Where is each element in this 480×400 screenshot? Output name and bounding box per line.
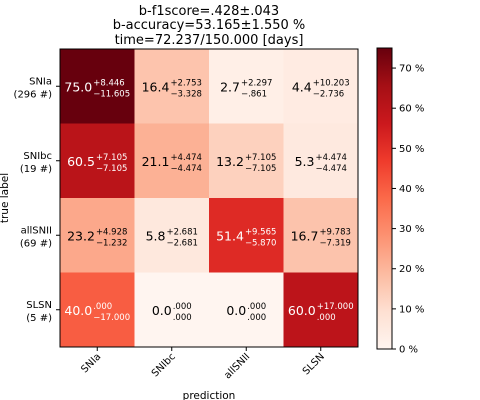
colorbar-tick-label: 60 %: [399, 104, 424, 115]
cell-plus-error: +2.753: [170, 78, 201, 88]
cell-minus-error: −7.319: [319, 238, 350, 248]
cell-value-label: 0.0: [152, 303, 172, 318]
cell-value-label: 5.8: [146, 228, 166, 243]
cell-value-label: 60.5: [67, 154, 95, 169]
cell-plus-error: +7.105: [245, 153, 276, 163]
title-line-accuracy: b-accuracy=53.165±1.550 %: [112, 18, 306, 33]
heatmap-cell: [283, 49, 358, 124]
heatmap-cell: [60, 123, 135, 198]
y-tick-label: SNIbc (19 #): [20, 151, 52, 175]
cell-plus-error: +7.105: [96, 153, 127, 163]
cell-value-label: 13.2: [216, 154, 244, 169]
y-tick-label: SNIa (296 #): [14, 76, 53, 100]
cell-plus-error: +2.297: [241, 78, 272, 88]
cell-minus-error: −2.736: [313, 89, 344, 99]
heatmap-cell: [209, 272, 284, 347]
colorbar-tick-label: 0 %: [399, 345, 418, 356]
heatmap-cell: [134, 198, 209, 273]
cell-plus-error: +4.474: [315, 153, 346, 163]
heatmap-cell: [134, 123, 209, 198]
cell-value-label: 5.3: [295, 154, 315, 169]
cell-minus-error: −7.105: [96, 164, 127, 174]
cell-value-label: 60.0: [288, 303, 316, 318]
heatmap-cell: [283, 198, 358, 273]
heatmap-cell: [209, 123, 284, 198]
cell-plus-error: +9.783: [319, 227, 350, 237]
cell-plus-error: +2.681: [166, 227, 197, 237]
cell-plus-error: +17.000: [317, 302, 354, 312]
cell-plus-error: +4.928: [96, 227, 127, 237]
heatmap-cell: [209, 49, 284, 124]
cell-minus-error: .000: [173, 313, 192, 323]
cell-value-label: 16.4: [142, 79, 170, 94]
heatmap-cell: [134, 272, 209, 347]
y-tick-label: allSNII (69 #): [20, 225, 52, 249]
cell-minus-error: −3.328: [170, 89, 201, 99]
heatmap-cell: [60, 272, 135, 347]
cell-value-label: 21.1: [142, 154, 170, 169]
cell-value-label: 0.0: [226, 303, 246, 318]
cell-minus-error: −11.605: [93, 89, 130, 99]
cell-minus-error: −4.474: [315, 164, 346, 174]
heatmap-cell: [283, 123, 358, 198]
heatmap-cell: [283, 272, 358, 347]
cell-plus-error: .000: [93, 302, 112, 312]
cell-plus-error: +9.565: [245, 227, 276, 237]
cell-minus-error: −1.232: [96, 238, 127, 248]
colorbar-tick-label: 40 %: [399, 184, 424, 195]
cell-minus-error: .000: [247, 313, 266, 323]
colorbar-tick-label: 30 %: [399, 224, 424, 235]
cell-minus-error: .000: [317, 313, 336, 323]
cell-plus-error: +8.446: [93, 78, 124, 88]
cell-plus-error: .000: [173, 302, 192, 312]
cell-value-label: 16.7: [291, 228, 319, 243]
x-tick-label: SNIa: [79, 351, 103, 375]
cell-minus-error: −2.681: [166, 238, 197, 248]
cell-minus-error: −5.870: [245, 238, 276, 248]
x-tick-label: allSNII: [222, 351, 252, 381]
cell-plus-error: +10.203: [313, 78, 350, 88]
x-axis-title: prediction: [183, 390, 236, 400]
cell-plus-error: +4.474: [170, 153, 201, 163]
x-tick-label: SLSN: [301, 351, 327, 377]
heatmap-cell: [60, 49, 135, 124]
cell-value-label: 51.4: [216, 228, 244, 243]
plot-frame: [59, 48, 359, 348]
title-line-f1score: b-f1score=.428±.043: [138, 4, 280, 19]
title-line-time: time=72.237/150.000 [days]: [114, 33, 304, 48]
cell-value-label: 75.0: [64, 79, 92, 94]
heatmap-cell: [134, 49, 209, 124]
colorbar-tick-label: 50 %: [399, 144, 424, 155]
cell-value-label: 23.2: [67, 228, 95, 243]
cell-minus-error: −7.105: [245, 164, 276, 174]
cell-value-label: 40.0: [64, 303, 92, 318]
heatmap-cell: [60, 198, 135, 273]
cell-minus-error: −.861: [241, 89, 267, 99]
cell-minus-error: −4.474: [170, 164, 201, 174]
y-tick-label: SLSN (5 #): [26, 300, 52, 324]
colorbar-tick-label: 10 %: [399, 304, 424, 315]
cell-plus-error: .000: [247, 302, 266, 312]
heatmap-cell: [209, 198, 284, 273]
cell-value-label: 4.4: [292, 79, 312, 94]
x-tick-label: SNIbc: [150, 351, 178, 379]
cell-minus-error: −17.000: [93, 313, 130, 323]
colorbar-tick-label: 70 %: [399, 64, 424, 75]
cell-value-label: 2.7: [220, 79, 240, 94]
colorbar-tick-label: 20 %: [399, 264, 424, 275]
colorbar: [376, 47, 393, 350]
y-axis-title: true label: [0, 173, 11, 223]
